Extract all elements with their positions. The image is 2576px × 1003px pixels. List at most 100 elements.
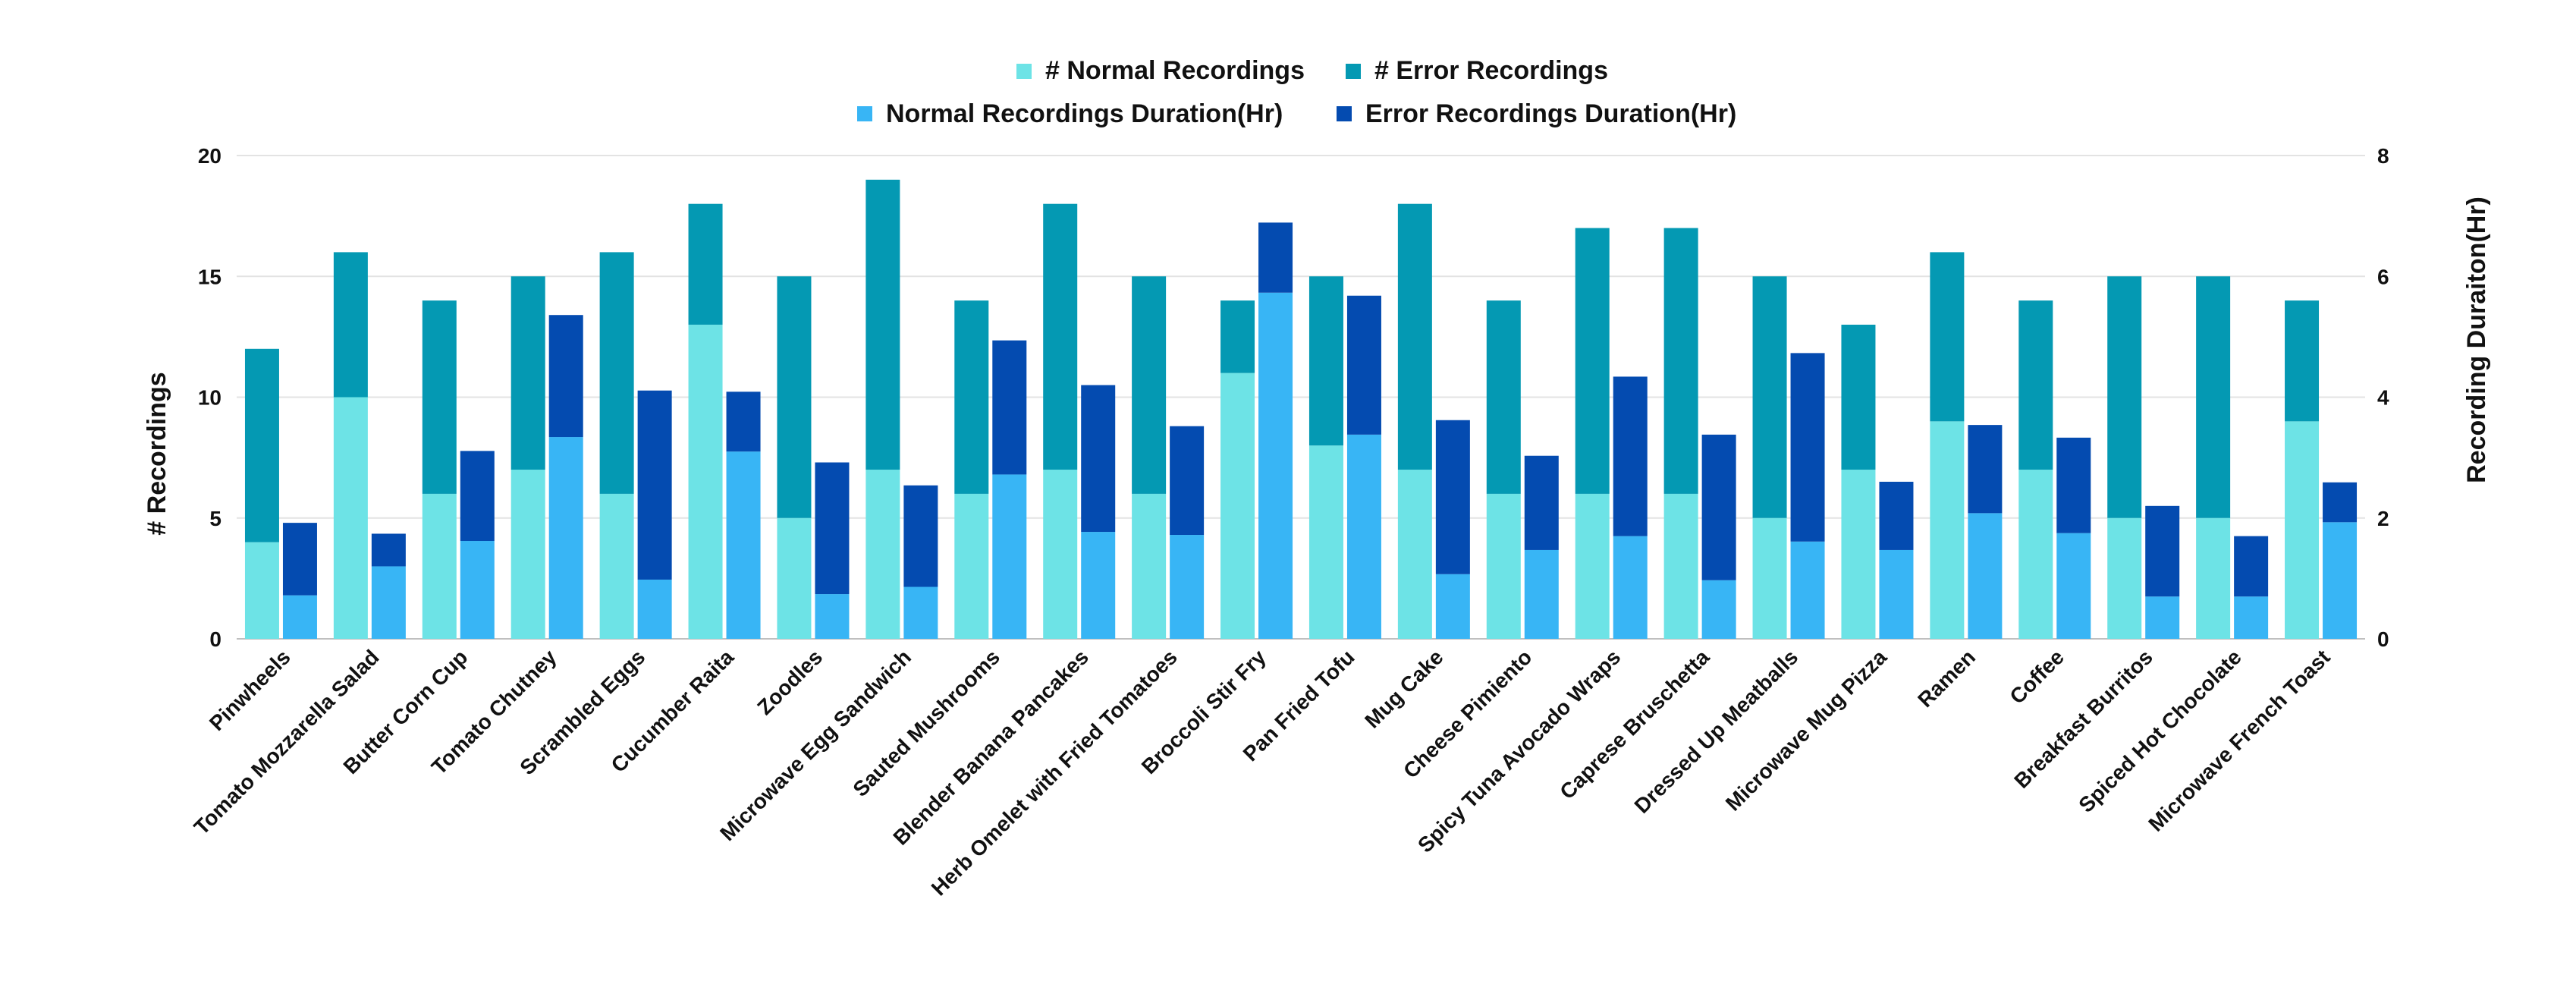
right-tick-label: 6 <box>2377 265 2389 288</box>
bar-normal-recordings <box>1220 373 1255 639</box>
bar-normal-duration <box>1968 513 2003 639</box>
bar-error-duration <box>1701 434 1736 580</box>
bar-error-duration <box>2056 437 2091 533</box>
bar-normal-duration <box>992 474 1027 639</box>
bar-normal-recordings <box>510 470 545 639</box>
bar-error-duration <box>1346 295 1381 435</box>
bar-error-recordings <box>510 276 545 470</box>
bar-error-duration <box>1435 420 1470 574</box>
bar-normal-duration <box>815 594 850 639</box>
left-tick-label: 0 <box>209 627 221 651</box>
bar-normal-duration <box>548 437 583 639</box>
bar-normal-recordings <box>1930 421 1965 639</box>
bar-error-duration <box>1613 376 1648 536</box>
bar-error-recordings <box>865 179 900 470</box>
bar-normal-recordings <box>1308 445 1343 639</box>
bar-error-duration <box>1879 481 1914 550</box>
bar-normal-recordings <box>1752 517 1787 639</box>
legend-label-normal-recordings: # Normal Recordings <box>1045 56 1305 85</box>
category-label: Sauted Mushrooms <box>848 645 1004 801</box>
bar-error-recordings <box>422 300 457 494</box>
category-label: Caprese Bruschetta <box>1555 645 1714 803</box>
bar-error-duration <box>2323 482 2358 523</box>
bar-error-duration <box>815 462 850 595</box>
bar-normal-duration <box>903 586 938 639</box>
bar-normal-duration <box>2323 522 2358 639</box>
bar-normal-duration <box>726 451 761 639</box>
bar-normal-recordings <box>1575 493 1610 639</box>
bar-error-recordings <box>1220 300 1255 373</box>
bar-error-duration <box>903 485 938 587</box>
bar-error-duration <box>992 340 1027 475</box>
bar-normal-recordings <box>2018 470 2053 639</box>
bar-error-recordings <box>777 276 812 518</box>
category-label: Coffee <box>2006 645 2069 709</box>
bar-normal-duration <box>1435 574 1470 639</box>
bar-error-duration <box>1790 353 1825 542</box>
bar-normal-recordings <box>1663 493 1698 639</box>
left-tick-label: 20 <box>198 144 221 168</box>
bar-normal-duration <box>282 595 317 639</box>
bar-normal-duration <box>1879 549 1914 639</box>
right-tick-label: 0 <box>2377 627 2389 651</box>
gridlines <box>237 155 2365 640</box>
right-tick-label: 2 <box>2377 507 2389 530</box>
bar-error-recordings <box>688 203 723 325</box>
category-label: Ramen <box>1913 645 1980 712</box>
bar-normal-recordings <box>1132 493 1167 639</box>
bar-normal-duration <box>2056 533 2091 639</box>
bar-error-duration <box>1081 385 1116 533</box>
bar-normal-recordings <box>954 493 989 639</box>
bar-normal-recordings <box>599 493 634 639</box>
bar-normal-recordings <box>865 470 900 639</box>
left-axis-title: # Recordings <box>143 372 171 535</box>
legend-swatch-normal-recordings <box>1016 64 1032 79</box>
right-tick-label: 4 <box>2377 386 2389 410</box>
bar-normal-duration <box>1346 434 1381 639</box>
bar-error-duration <box>2145 505 2180 597</box>
bar-error-duration <box>2234 536 2269 597</box>
bar-error-duration <box>371 533 406 567</box>
category-label: Tomato Mozzarella Salad <box>190 645 384 839</box>
left-tick-label: 5 <box>209 507 221 530</box>
legend-label-normal-duration: Normal Recordings Duration(Hr) <box>886 99 1283 128</box>
bar-normal-recordings <box>1841 470 1876 639</box>
bar-normal-duration <box>1701 580 1736 639</box>
bar-normal-duration <box>1524 549 1559 639</box>
bars <box>244 179 2358 639</box>
bar-error-recordings <box>1752 276 1787 518</box>
bar-error-recordings <box>1397 203 1432 470</box>
left-axis-ticks: 0 5 10 15 20 <box>198 144 221 651</box>
bar-normal-duration <box>2145 596 2180 639</box>
bar-normal-recordings <box>1043 470 1078 639</box>
bar-normal-duration <box>2234 596 2269 639</box>
bar-error-recordings <box>1486 300 1521 494</box>
bar-normal-recordings <box>2107 517 2142 639</box>
bar-error-recordings <box>1308 276 1343 446</box>
bar-error-duration <box>1170 426 1205 536</box>
bar-error-duration <box>637 390 672 580</box>
bar-normal-duration <box>1258 292 1293 639</box>
bar-error-duration <box>460 451 495 542</box>
right-axis-title: Recording Duraiton(Hr) <box>2462 197 2491 483</box>
bar-normal-duration <box>1081 532 1116 639</box>
bar-normal-duration <box>637 579 672 639</box>
legend-swatch-error-recordings <box>1346 64 1361 79</box>
right-axis-ticks: 0 2 4 6 8 <box>2377 144 2389 651</box>
bar-normal-recordings <box>2196 517 2231 639</box>
bar-error-recordings <box>1132 276 1167 494</box>
bar-error-recordings <box>954 300 989 494</box>
left-tick-label: 10 <box>198 386 221 410</box>
bar-error-recordings <box>1841 324 1876 470</box>
bar-error-recordings <box>1930 252 1965 422</box>
bar-error-duration <box>1968 425 2003 514</box>
bar-normal-duration <box>1613 536 1648 639</box>
bar-normal-duration <box>1170 535 1205 639</box>
bar-error-recordings <box>599 252 634 494</box>
bar-error-recordings <box>2285 300 2320 422</box>
bar-error-duration <box>1258 222 1293 293</box>
left-tick-label: 15 <box>198 265 221 288</box>
bar-normal-duration <box>371 566 406 639</box>
bar-error-recordings <box>2196 276 2231 518</box>
